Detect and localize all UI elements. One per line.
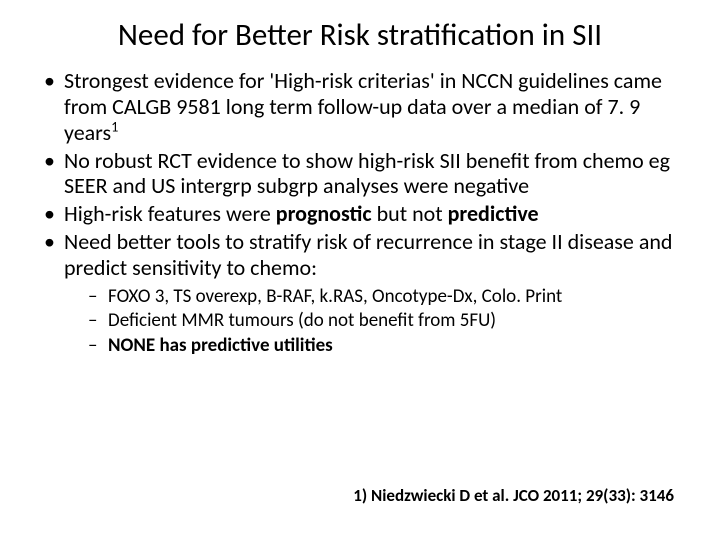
bullet-item: Strongest evidence for 'High-risk criter…: [40, 68, 688, 146]
sub-bullet-item: FOXO 3, TS overexp, B-RAF, k.RAS, Oncoty…: [88, 285, 688, 308]
footnote-reference: 1) Niedzwiecki D et al. JCO 2011; 29(33)…: [353, 485, 674, 506]
sub-bullet-bold: NONE has predictive utilities: [108, 334, 333, 357]
slide-container: Need for Better Risk stratification in S…: [0, 0, 720, 540]
bullet-bold: predictive: [448, 200, 539, 227]
bullet-item: High-risk features were prognostic but n…: [40, 201, 688, 227]
bullet-text: Strongest evidence for 'High-risk criter…: [64, 67, 662, 146]
bullet-list: Strongest evidence for 'High-risk criter…: [40, 68, 688, 357]
sub-bullet-text: Deficient MMR tumours (do not benefit fr…: [108, 309, 496, 332]
superscript: 1: [111, 117, 118, 135]
bullet-text: but not: [372, 200, 448, 227]
bullet-text: No robust RCT evidence to show high-risk…: [64, 147, 670, 200]
bullet-text: Need better tools to stratify risk of re…: [64, 228, 672, 281]
slide-title: Need for Better Risk stratification in S…: [32, 18, 688, 54]
sub-bullet-item: NONE has predictive utilities: [88, 334, 688, 357]
sub-bullet-list: FOXO 3, TS overexp, B-RAF, k.RAS, Oncoty…: [88, 285, 688, 357]
bullet-item: Need better tools to stratify risk of re…: [40, 229, 688, 356]
sub-bullet-text: FOXO 3, TS overexp, B-RAF, k.RAS, Oncoty…: [108, 285, 562, 308]
bullet-text: High-risk features were: [64, 200, 276, 227]
bullet-bold: prognostic: [276, 200, 372, 227]
sub-bullet-item: Deficient MMR tumours (do not benefit fr…: [88, 309, 688, 332]
bullet-item: No robust RCT evidence to show high-risk…: [40, 148, 688, 200]
